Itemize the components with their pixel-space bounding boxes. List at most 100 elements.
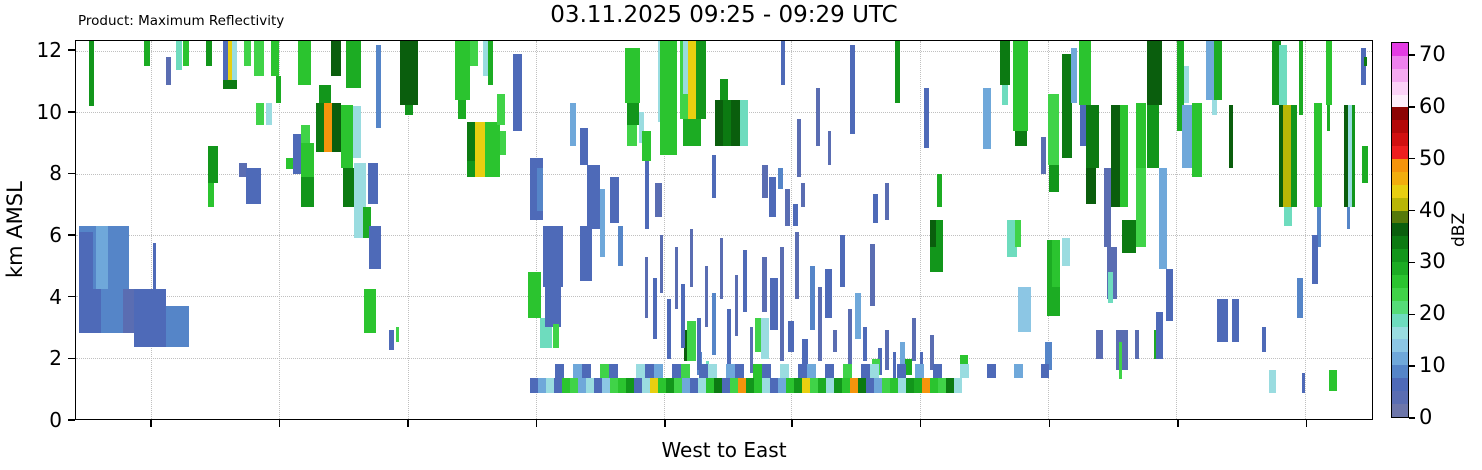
colorbar-tick xyxy=(1409,365,1415,367)
y-tick-label: 2 xyxy=(49,346,62,371)
reflectivity-cell xyxy=(650,377,659,393)
reflectivity-cell xyxy=(839,235,845,288)
colorbar-block xyxy=(1392,300,1408,314)
reflectivity-cell xyxy=(133,288,166,347)
colorbar-block xyxy=(1392,326,1408,340)
reflectivity-cell xyxy=(884,182,889,220)
reflectivity-cell xyxy=(847,308,852,370)
colorbar-tick-label: 20 xyxy=(1419,301,1446,326)
reflectivity-cell xyxy=(227,41,232,90)
gridline-v xyxy=(1176,41,1178,419)
reflectivity-cell xyxy=(1364,57,1367,67)
reflectivity-cell xyxy=(1314,103,1323,208)
reflectivity-cell xyxy=(1302,373,1306,393)
gridline-v xyxy=(407,41,409,419)
reflectivity-cell xyxy=(712,293,716,355)
chart-title: 03.11.2025 09:25 - 09:29 UTC xyxy=(550,2,898,28)
reflectivity-cell xyxy=(862,327,867,361)
reflectivity-cell xyxy=(857,377,866,393)
y-tick xyxy=(68,419,75,421)
x-tick xyxy=(1048,420,1050,427)
reflectivity-cell xyxy=(914,363,924,378)
reflectivity-cell xyxy=(1297,277,1304,318)
reflectivity-cell xyxy=(761,256,767,312)
reflectivity-cell xyxy=(1086,167,1097,205)
reflectivity-cell xyxy=(1062,54,1073,159)
colorbar-block xyxy=(1392,223,1408,237)
reflectivity-cell xyxy=(1120,104,1129,208)
reflectivity-cell xyxy=(777,167,783,190)
reflectivity-cell xyxy=(653,277,658,340)
reflectivity-cell xyxy=(674,377,683,393)
colorbar-tick-label: 10 xyxy=(1419,353,1446,378)
reflectivity-cell xyxy=(842,363,852,378)
reflectivity-cell xyxy=(849,44,855,134)
reflectivity-cell xyxy=(734,363,744,378)
reflectivity-cell xyxy=(787,320,794,352)
gridline-v xyxy=(791,41,793,419)
reflectivity-cell xyxy=(1080,104,1087,147)
colorbar-block xyxy=(1392,287,1408,301)
reflectivity-cell xyxy=(362,207,371,239)
reflectivity-cell xyxy=(395,327,400,343)
gridline-v xyxy=(1304,41,1306,419)
reflectivity-cell xyxy=(645,161,650,229)
reflectivity-cell xyxy=(892,351,896,380)
reflectivity-cell xyxy=(936,173,942,208)
reflectivity-cell xyxy=(1347,207,1351,229)
colorbar-tick xyxy=(1409,157,1415,160)
reflectivity-cell xyxy=(865,377,874,393)
reflectivity-cell xyxy=(639,112,645,144)
reflectivity-cell xyxy=(729,377,738,393)
reflectivity-cell xyxy=(1111,104,1121,208)
reflectivity-cell xyxy=(1071,48,1078,104)
reflectivity-cell xyxy=(698,377,707,393)
reflectivity-cell xyxy=(688,41,697,119)
reflectivity-cell xyxy=(100,288,123,334)
reflectivity-cell xyxy=(175,41,182,70)
colorbar-block xyxy=(1392,236,1408,250)
colorbar-tick-label: 0 xyxy=(1419,405,1433,429)
x-tick xyxy=(664,420,666,427)
reflectivity-cell xyxy=(1348,104,1353,208)
reflectivity-cell xyxy=(712,155,716,199)
reflectivity-cell xyxy=(1108,271,1114,303)
reflectivity-cell xyxy=(297,41,311,85)
reflectivity-cell xyxy=(1001,84,1008,105)
reflectivity-cell xyxy=(600,363,610,378)
reflectivity-cell xyxy=(1040,136,1047,174)
reflectivity-cell xyxy=(897,377,906,393)
x-tick xyxy=(150,420,152,427)
reflectivity-cell xyxy=(626,377,635,393)
reflectivity-cell xyxy=(825,377,834,393)
reflectivity-cell xyxy=(1047,94,1060,165)
reflectivity-cell xyxy=(658,377,667,393)
reflectivity-cell xyxy=(1135,330,1140,360)
reflectivity-cell xyxy=(1214,41,1223,101)
y-tick-label: 10 xyxy=(36,99,62,124)
reflectivity-cell xyxy=(752,363,762,378)
reflectivity-cell xyxy=(737,377,746,393)
colorbar-block xyxy=(1392,378,1408,392)
reflectivity-cell xyxy=(794,231,799,300)
reflectivity-cell xyxy=(545,287,562,328)
reflectivity-cell xyxy=(982,87,991,150)
colorbar-block xyxy=(1392,43,1408,56)
reflectivity-cell xyxy=(513,54,523,131)
reflectivity-cell xyxy=(753,377,762,393)
colorbar-label: dBZ xyxy=(1449,212,1469,248)
reflectivity-cell xyxy=(796,118,801,177)
reflectivity-cell xyxy=(726,308,731,364)
reflectivity-cell xyxy=(722,377,730,393)
reflectivity-cell xyxy=(582,363,592,378)
reflectivity-cell xyxy=(554,377,563,393)
reflectivity-cell xyxy=(642,130,652,162)
reflectivity-cell xyxy=(1147,104,1160,168)
reflectivity-cell xyxy=(645,256,649,318)
reflectivity-cell xyxy=(368,225,381,269)
reflectivity-cell xyxy=(779,363,789,378)
reflectivity-cell xyxy=(860,363,870,378)
reflectivity-cell xyxy=(375,44,381,128)
colorbar-block xyxy=(1392,133,1408,147)
colorbar-block xyxy=(1392,210,1408,224)
